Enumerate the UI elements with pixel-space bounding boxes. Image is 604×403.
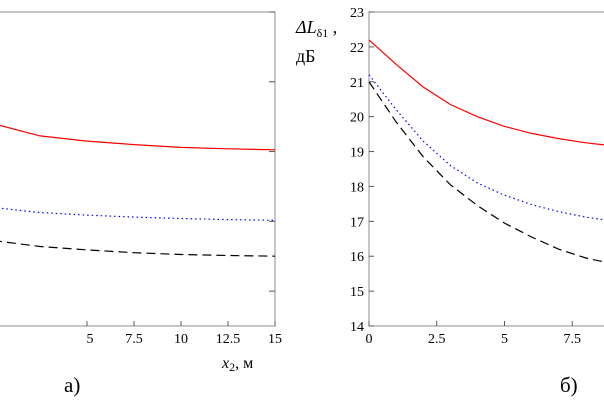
panel-a-x-tick-label: 15 xyxy=(268,332,282,347)
panel-b-y-tick-label: 15 xyxy=(350,285,364,300)
panel-b-y-tick-label: 18 xyxy=(350,180,364,195)
panel-b-y-tick-label: 22 xyxy=(350,41,364,56)
panel-a-x-tick-label: 7.5 xyxy=(125,332,143,347)
panel-b-y-axis-label: ΔLδ1 , xyxy=(295,17,337,40)
panel-b-y-suffix: , xyxy=(328,17,337,37)
panel-b-x-tick-label: 5 xyxy=(501,332,508,347)
panel-b-y-var: ΔL xyxy=(295,17,317,37)
panel-b-x-tick-labels: 0 2.5 5 7.5 xyxy=(366,321,582,347)
panel-b-y-tick-label: 14 xyxy=(350,320,364,335)
panel-b-x-tick-label: 0 xyxy=(366,332,373,347)
panel-a-right-ticks xyxy=(269,11,275,292)
panel-b-y-tick-label: 23 xyxy=(350,6,364,21)
panel-a-series-line-3 xyxy=(0,240,276,257)
panel-b-plot-frame xyxy=(368,11,604,327)
panel-a-x-tick-label: 5 xyxy=(87,332,94,347)
panel-b-series-line-1 xyxy=(368,39,604,146)
panel-b-series-line-2 xyxy=(368,74,604,221)
panel-b-y-tick-label: 20 xyxy=(350,111,364,126)
panel-b-y-tick-label: 16 xyxy=(350,250,364,265)
panel-a-label: а) xyxy=(64,373,80,397)
panel-a-x-tick-label: 12.5 xyxy=(216,332,241,347)
panel-b-series xyxy=(368,39,604,263)
panel-a-x-axis-label: x2, м xyxy=(221,355,253,374)
panel-b-y-tick-label: 21 xyxy=(350,76,364,91)
panel-a-x-sub: 2 xyxy=(229,360,235,374)
panel-b-series-line-3 xyxy=(368,81,604,263)
panel-a-series xyxy=(0,124,276,257)
panel-a-series-line-2 xyxy=(0,207,276,221)
panel-a-x-tick-labels: 5 7.5 10 12.5 15 xyxy=(86,321,282,347)
panel-b-left-ticks xyxy=(369,11,374,327)
panel-b-y-sub: δ1 xyxy=(317,26,329,40)
panel-a-plot-frame xyxy=(0,11,276,327)
panel-a-x-var: x xyxy=(221,355,229,372)
panel-b-label: б) xyxy=(560,373,578,397)
panel-b-y-tick-label: 17 xyxy=(350,215,364,230)
panel-a-series-line-1 xyxy=(0,124,276,151)
panel-b-y-tick-labels: 14 15 16 17 18 19 20 21 22 23 xyxy=(350,6,364,335)
panel-b-y-tick-label: 19 xyxy=(350,146,364,161)
panel-a: 5 7.5 10 12.5 15 x2, м а) xyxy=(0,11,282,397)
panel-a-x-unit: , м xyxy=(235,355,253,372)
panel-b-x-tick-label: 2.5 xyxy=(428,332,446,347)
panel-b-y-unit: дБ xyxy=(296,46,316,66)
panel-a-x-tick-label: 10 xyxy=(174,332,188,347)
panel-b-x-tick-label: 7.5 xyxy=(564,332,582,347)
